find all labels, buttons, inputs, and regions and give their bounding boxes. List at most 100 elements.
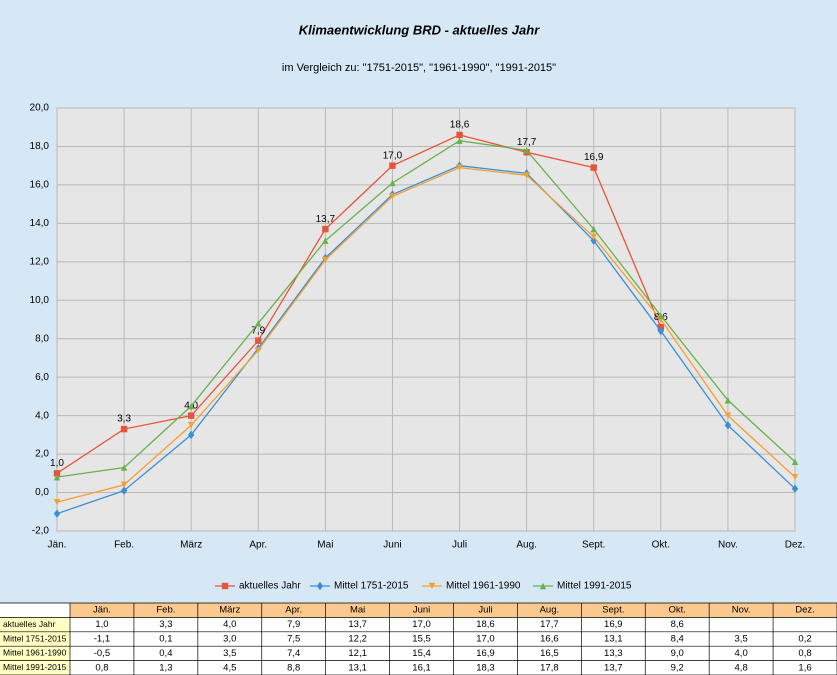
table-cell: 4,5 (223, 662, 236, 673)
table-cell: 18,3 (476, 662, 495, 673)
point (255, 337, 262, 344)
point (657, 326, 665, 336)
point (389, 193, 396, 200)
table-cell: 13,1 (348, 662, 367, 673)
point (590, 225, 597, 233)
y-tick-label: 16,0 (30, 180, 50, 191)
table-header: Juli (478, 605, 492, 616)
point (456, 137, 463, 144)
point (791, 458, 799, 465)
table-header: März (219, 605, 240, 616)
table-cell: 16,9 (476, 648, 495, 659)
chart-title: Klimaentwicklung BRD - aktuelles Jahr (299, 22, 541, 37)
y-tick-label: 12,0 (30, 256, 50, 267)
x-tick-label: Okt. (652, 540, 670, 551)
point (120, 464, 128, 471)
series-line (56, 134, 662, 474)
point (322, 237, 329, 244)
y-tick-label: 20,0 (30, 103, 50, 114)
table-cell: 16,9 (604, 619, 623, 630)
table-cell: -1,1 (94, 634, 110, 645)
data-label: 17,7 (517, 137, 537, 148)
data-label: 16,9 (584, 152, 604, 163)
table-cell: 4,0 (223, 619, 236, 630)
table-cell: 17,8 (540, 662, 559, 673)
point (523, 172, 530, 179)
data-label: 17,0 (383, 150, 403, 161)
y-tick-label: 6,0 (35, 372, 49, 383)
table-cell: 12,1 (348, 648, 367, 659)
x-tick-label: Apr. (249, 540, 267, 551)
table-cell: -0,5 (94, 648, 110, 659)
point (255, 347, 262, 354)
legend-label: Mittel 1961-1990 (446, 581, 521, 592)
x-tick-label: Juni (383, 540, 401, 551)
table-cell: 1,6 (798, 662, 811, 673)
y-tick-label: 4,0 (35, 410, 49, 421)
series-line (56, 140, 796, 478)
table-cell: 0,8 (95, 662, 108, 673)
point (187, 422, 195, 429)
y-tick-label: 14,0 (30, 218, 50, 229)
table-cell: 8,4 (671, 634, 684, 645)
point (791, 484, 799, 493)
table-cell: 18,6 (476, 619, 495, 630)
legend-label: Mittel 1751-2015 (334, 581, 409, 592)
point (120, 481, 128, 489)
point (590, 233, 597, 241)
table-cell: 16,1 (412, 662, 431, 673)
table-cell: 1,3 (159, 662, 172, 673)
point (53, 473, 61, 481)
table-cell: 8,8 (287, 662, 300, 673)
legend-label: aktuelles Jahr (239, 581, 301, 592)
table-cell: 15,5 (412, 634, 431, 645)
table-row-header: Mittel 1991-2015 (3, 662, 67, 672)
point (657, 312, 665, 319)
series-line (56, 165, 796, 515)
point (590, 236, 597, 245)
table-row-header: aktuelles Jahr (3, 619, 56, 629)
x-tick-label: Feb. (114, 540, 134, 551)
point (53, 470, 61, 477)
point (523, 147, 530, 154)
table-cell: 4,0 (735, 648, 748, 659)
data-label: 18,6 (450, 120, 470, 131)
x-tick-label: Aug. (516, 540, 537, 551)
table-cell: 7,9 (287, 619, 300, 630)
table-cell: 13,7 (348, 619, 367, 630)
point (322, 256, 329, 264)
table-cell: 7,5 (287, 634, 300, 645)
table-header: Nov. (732, 605, 751, 616)
point (724, 397, 732, 404)
table-cell: 3,0 (223, 634, 236, 645)
x-tick-label: März (180, 540, 202, 551)
table-cell: 9,2 (671, 662, 684, 673)
table-header: Okt. (668, 605, 685, 616)
legend-label: Mittel 1991-2015 (557, 581, 632, 592)
point (53, 509, 61, 518)
table-cell: 4,8 (735, 662, 748, 673)
table-cell: 8,6 (671, 619, 684, 630)
table-row-header: Mittel 1961-1990 (3, 648, 67, 658)
point (724, 421, 732, 430)
table-cell: 3,5 (223, 648, 236, 659)
table-cell: 0,4 (159, 648, 172, 659)
point (120, 425, 128, 433)
table-cell: 13,3 (604, 648, 623, 659)
plot-area (56, 107, 796, 532)
data-label: 13,7 (316, 214, 336, 225)
table-row-header: Mittel 1751-2015 (3, 633, 67, 643)
table-cell: 17,7 (540, 619, 559, 630)
x-tick-label: Mai (317, 540, 333, 551)
table-cell: 9,0 (671, 648, 684, 659)
point (322, 225, 329, 233)
point (316, 581, 324, 591)
point (539, 582, 547, 590)
point (187, 402, 195, 410)
table-cell: 13,1 (604, 634, 623, 645)
point (724, 412, 732, 419)
table-cell: 0,2 (798, 634, 811, 645)
point (53, 498, 61, 506)
point (255, 320, 262, 327)
x-tick-label: Juli (452, 540, 467, 551)
